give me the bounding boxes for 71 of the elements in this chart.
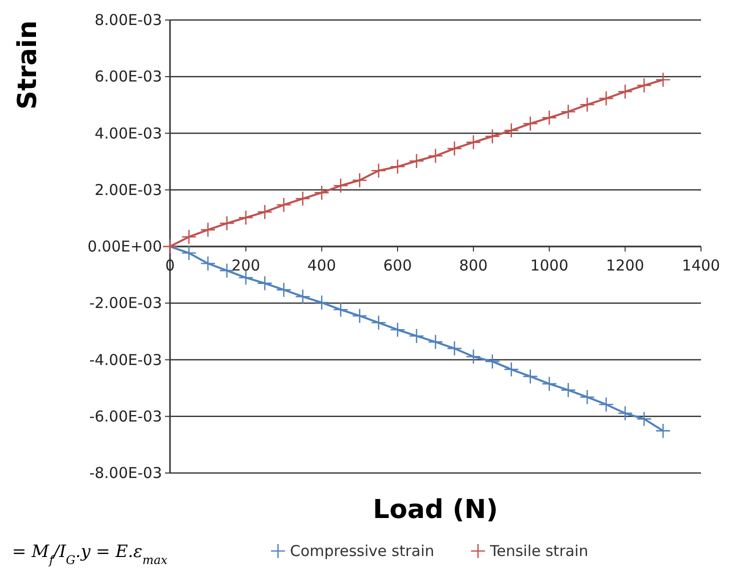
point — [238, 210, 254, 226]
point — [333, 178, 348, 194]
point — [598, 396, 614, 412]
x-tick-label: 800 — [459, 256, 488, 274]
x-tick-label: 1400 — [682, 256, 720, 274]
point — [636, 411, 652, 427]
point — [580, 389, 595, 405]
point — [181, 245, 197, 261]
point — [560, 104, 576, 120]
point — [333, 302, 348, 318]
point — [200, 222, 216, 238]
point — [655, 423, 671, 438]
point — [484, 128, 500, 144]
point — [200, 256, 216, 272]
point — [257, 204, 272, 220]
x-tick-label: 200 — [232, 256, 260, 274]
point — [466, 348, 482, 364]
y-tick-label: -4.00E-03 — [89, 350, 162, 369]
point — [390, 322, 406, 338]
point — [408, 328, 424, 344]
y-tick-label: 0.00E+00 — [87, 238, 162, 256]
x-tick-label: 1200 — [606, 256, 644, 274]
point — [428, 334, 444, 350]
point — [181, 229, 197, 245]
point — [314, 294, 330, 310]
x-tick-label: 400 — [307, 256, 336, 274]
point — [560, 382, 576, 398]
point — [446, 340, 462, 356]
y-tick-label: -6.00E-03 — [89, 407, 162, 426]
point — [257, 276, 272, 291]
point — [522, 368, 538, 384]
point — [295, 191, 310, 206]
point — [352, 308, 368, 324]
point — [466, 134, 482, 150]
y-axis-title: Strain — [13, 20, 43, 110]
y-tick-label: -8.00E-03 — [89, 464, 162, 482]
point — [522, 116, 538, 132]
y-tick-label: 4.00E-03 — [94, 124, 162, 142]
point — [370, 315, 386, 330]
point — [276, 282, 292, 298]
x-tick-label: 1000 — [530, 256, 568, 274]
point — [295, 288, 310, 304]
point — [598, 90, 614, 106]
point — [219, 216, 235, 231]
legend-label: Compressive strain — [290, 542, 434, 560]
point — [617, 84, 633, 100]
point — [484, 354, 500, 370]
point — [238, 270, 254, 286]
point — [636, 78, 652, 94]
point — [446, 140, 462, 156]
y-tick-label: 8.00E-03 — [94, 11, 162, 29]
point — [390, 159, 406, 174]
point — [276, 197, 292, 213]
x-tick-label: 600 — [383, 256, 412, 274]
point — [542, 110, 557, 126]
point — [428, 148, 444, 164]
point — [542, 376, 557, 392]
y-tick-label: 2.00E-03 — [94, 180, 162, 199]
point — [370, 162, 386, 178]
point — [352, 172, 368, 188]
y-tick-label: 6.00E-03 — [94, 68, 162, 86]
point — [655, 72, 671, 88]
legend-label: Tensile strain — [489, 542, 588, 560]
y-tick-label: -2.00E-03 — [89, 294, 162, 312]
point — [617, 406, 633, 421]
point — [504, 362, 520, 378]
point — [580, 97, 595, 112]
x-axis-title: Load (N) — [372, 495, 498, 525]
point — [408, 153, 424, 169]
point — [314, 185, 330, 200]
point — [504, 122, 520, 138]
